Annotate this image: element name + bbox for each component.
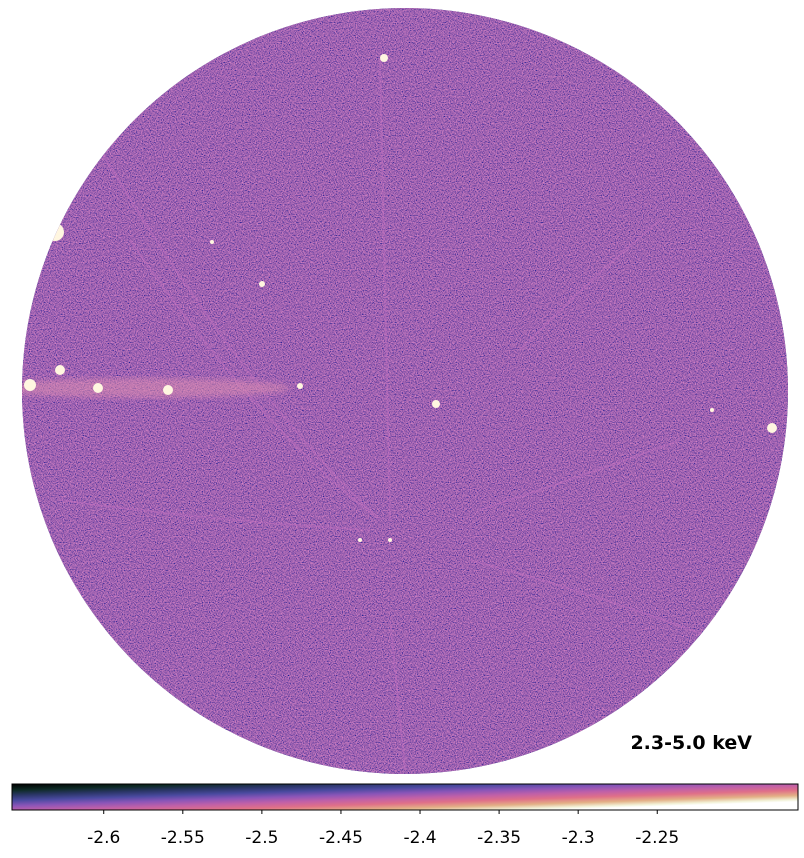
energy-band-label: 2.3-5.0 keV: [630, 732, 752, 754]
colorbar-tick-label: -2.3: [562, 828, 595, 848]
colorbar-tick-label: -2.5: [245, 828, 278, 848]
colorbar-tick-label: -2.25: [635, 828, 679, 848]
colorbar-tick-label: -2.6: [87, 828, 120, 848]
colorbar: [11, 783, 799, 811]
colorbar-tick-label: -2.45: [319, 828, 363, 848]
colorbar-tick-label: -2.35: [477, 828, 521, 848]
sky-disk: [22, 8, 788, 774]
colorbar-tick-label: -2.55: [161, 828, 205, 848]
colorbar-tick-label: -2.4: [403, 828, 436, 848]
colorbar-ticks: -2.6 -2.55 -2.5 -2.45 -2.4 -2.35 -2.3 -2.25: [87, 810, 679, 848]
